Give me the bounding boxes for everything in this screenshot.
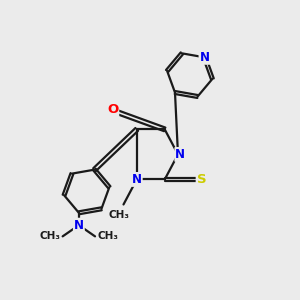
Text: CH₃: CH₃ (39, 231, 60, 242)
Text: O: O (107, 103, 118, 116)
Text: N: N (200, 51, 209, 64)
Text: N: N (74, 219, 84, 232)
Text: S: S (197, 173, 206, 186)
Text: CH₃: CH₃ (109, 210, 130, 220)
Text: N: N (132, 173, 142, 186)
Text: CH₃: CH₃ (98, 231, 118, 242)
Text: N: N (175, 148, 185, 161)
